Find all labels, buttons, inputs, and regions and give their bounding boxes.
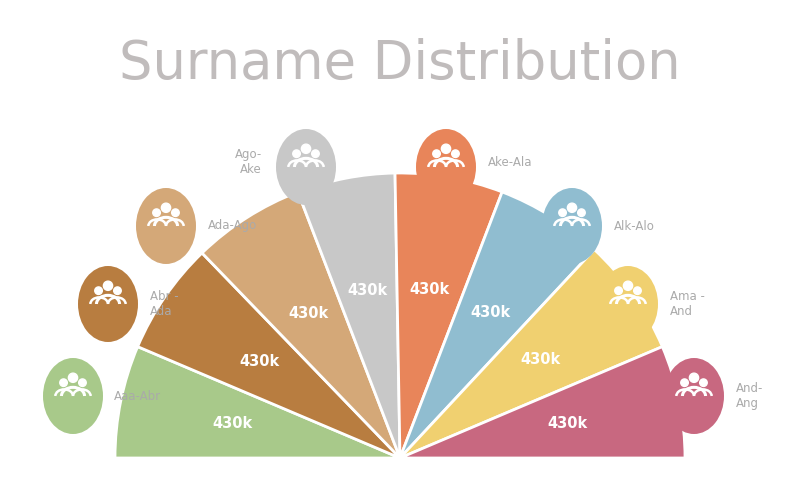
Circle shape bbox=[162, 203, 170, 212]
Circle shape bbox=[634, 287, 642, 294]
Text: Ago-
Ake: Ago- Ake bbox=[234, 148, 262, 176]
Circle shape bbox=[623, 281, 633, 290]
Wedge shape bbox=[115, 346, 400, 458]
Wedge shape bbox=[400, 192, 594, 458]
Circle shape bbox=[153, 209, 160, 216]
Ellipse shape bbox=[276, 129, 336, 205]
Text: 430k: 430k bbox=[470, 306, 510, 320]
Circle shape bbox=[60, 379, 67, 386]
Text: 430k: 430k bbox=[288, 306, 328, 322]
Circle shape bbox=[78, 379, 86, 386]
Circle shape bbox=[172, 209, 179, 216]
Wedge shape bbox=[298, 173, 400, 458]
Circle shape bbox=[452, 150, 459, 158]
Circle shape bbox=[433, 150, 440, 158]
Text: Ama -
And: Ama - And bbox=[670, 290, 705, 318]
Text: 430k: 430k bbox=[347, 282, 387, 298]
Wedge shape bbox=[138, 253, 400, 458]
Text: Ake-Ala: Ake-Ala bbox=[488, 156, 533, 168]
Circle shape bbox=[302, 144, 310, 154]
Wedge shape bbox=[400, 346, 685, 458]
Text: Abr -
Ada: Abr - Ada bbox=[150, 290, 178, 318]
Ellipse shape bbox=[598, 266, 658, 342]
Circle shape bbox=[690, 373, 698, 382]
Text: Ada-Ago: Ada-Ago bbox=[208, 220, 258, 232]
Wedge shape bbox=[400, 250, 662, 458]
Wedge shape bbox=[395, 173, 502, 458]
Text: 430k: 430k bbox=[410, 282, 450, 297]
Text: And-
Ang: And- Ang bbox=[736, 382, 763, 410]
Ellipse shape bbox=[664, 358, 724, 434]
Text: Surname Distribution: Surname Distribution bbox=[119, 38, 681, 90]
Circle shape bbox=[442, 144, 450, 154]
Text: 430k: 430k bbox=[239, 354, 279, 368]
Circle shape bbox=[312, 150, 319, 158]
Text: Alk-Alo: Alk-Alo bbox=[614, 220, 655, 232]
Ellipse shape bbox=[136, 188, 196, 264]
Circle shape bbox=[103, 281, 113, 290]
Circle shape bbox=[614, 287, 622, 294]
Ellipse shape bbox=[416, 129, 476, 205]
Circle shape bbox=[578, 209, 586, 216]
Circle shape bbox=[114, 287, 122, 294]
Ellipse shape bbox=[43, 358, 103, 434]
Circle shape bbox=[94, 287, 102, 294]
Text: Aaa-Abr: Aaa-Abr bbox=[114, 390, 161, 402]
Text: 430k: 430k bbox=[547, 416, 588, 432]
Circle shape bbox=[567, 203, 577, 212]
Ellipse shape bbox=[78, 266, 138, 342]
Circle shape bbox=[293, 150, 300, 158]
Circle shape bbox=[681, 379, 688, 386]
Text: 430k: 430k bbox=[212, 416, 253, 432]
Circle shape bbox=[68, 373, 78, 382]
Wedge shape bbox=[202, 192, 400, 458]
Circle shape bbox=[700, 379, 707, 386]
Text: 430k: 430k bbox=[520, 352, 560, 368]
Ellipse shape bbox=[542, 188, 602, 264]
Circle shape bbox=[558, 209, 566, 216]
